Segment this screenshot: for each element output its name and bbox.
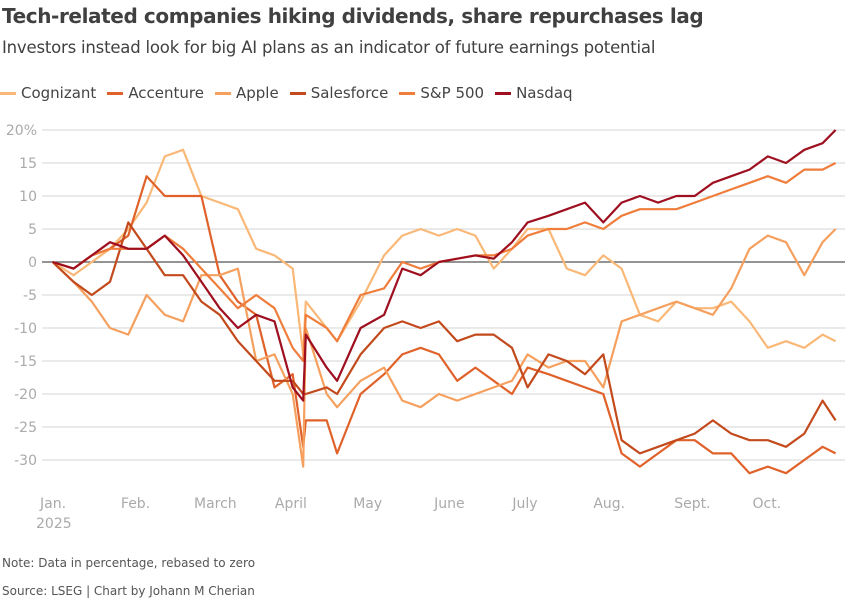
legend-swatch xyxy=(399,91,416,95)
legend-label: Salesforce xyxy=(310,84,389,102)
legend-swatch xyxy=(495,91,512,95)
series-lines xyxy=(51,129,837,475)
legend-label: S&P 500 xyxy=(420,84,485,102)
y-tick-label: 5 xyxy=(28,222,37,238)
legend-label: Apple xyxy=(236,84,279,102)
x-tick-label: Aug. xyxy=(593,496,625,512)
y-tick-label: -20 xyxy=(14,387,37,403)
y-tick-label: -10 xyxy=(14,321,37,337)
chart-source: Source: LSEG | Chart by Johann M Cherian xyxy=(2,584,255,598)
series-line-nasdaq xyxy=(52,129,837,402)
x-tick-label: April xyxy=(275,496,307,512)
y-tick-label: -25 xyxy=(14,420,37,436)
x-tick-label: May xyxy=(353,496,382,512)
y-tick-label: 10 xyxy=(19,189,37,205)
legend-label: Cognizant xyxy=(21,84,97,102)
y-tick-label: 15 xyxy=(19,156,37,172)
chart-note: Note: Data in percentage, rebased to zer… xyxy=(2,556,256,570)
legend-item: S&P 500 xyxy=(399,84,484,102)
legend: Cognizant Accenture Apple Salesforce S&P 500… xyxy=(0,84,573,102)
x-tick-label: March xyxy=(194,496,237,512)
legend-swatch xyxy=(0,91,16,95)
legend-swatch xyxy=(215,91,231,95)
y-axis: 20% 15 10 5 0 -5 -10 -15 -20 -25 -30 xyxy=(6,123,37,469)
x-tick-sublabel: 2025 xyxy=(36,516,72,532)
series-line-accenture xyxy=(52,175,837,475)
x-tick-label: June xyxy=(433,496,465,512)
legend-item: Apple xyxy=(215,84,279,102)
y-tick-label: -5 xyxy=(23,288,37,304)
x-axis: Jan. 2025 Feb. March April May June July Aug. Sep… xyxy=(36,496,781,532)
legend-swatch xyxy=(289,91,306,95)
legend-label: Accenture xyxy=(128,84,204,102)
y-tick-label: 20% xyxy=(6,123,37,139)
legend-swatch xyxy=(107,91,124,95)
legend-label: Nasdaq xyxy=(516,84,573,102)
chart-subtitle: Investors instead look for big AI plans … xyxy=(2,38,656,57)
legend-item: Accenture xyxy=(107,84,204,102)
x-tick-label: Feb. xyxy=(121,496,150,512)
legend-item: Cognizant xyxy=(0,84,96,102)
series-line-cognizant xyxy=(52,148,837,356)
x-tick-label: Jan. xyxy=(39,496,66,512)
x-tick-label: Oct. xyxy=(753,496,782,512)
legend-item: Salesforce xyxy=(289,84,389,102)
chart-title: Tech-related companies hiking dividends,… xyxy=(2,4,704,28)
y-tick-label: 0 xyxy=(28,255,37,271)
series-line-apple xyxy=(51,228,837,468)
series-line-salesforce xyxy=(51,221,837,455)
legend-item: Nasdaq xyxy=(495,84,573,102)
x-tick-label: Sept. xyxy=(674,496,710,512)
y-tick-label: -30 xyxy=(14,453,37,469)
y-tick-label: -15 xyxy=(14,354,37,370)
x-tick-label: July xyxy=(511,496,537,512)
